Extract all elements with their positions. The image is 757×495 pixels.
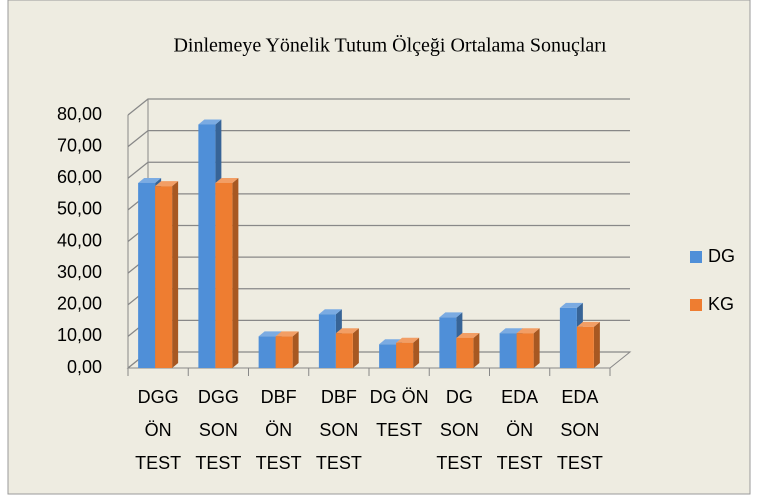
bar [155, 181, 179, 368]
bar-top [215, 177, 239, 183]
bar-front [439, 317, 457, 368]
bar [576, 321, 600, 368]
bar-front [379, 344, 397, 368]
bar-front [155, 186, 173, 368]
y-tick-label: 20,00 [57, 294, 102, 314]
legend-label: DG [708, 246, 735, 266]
legend-swatch [690, 251, 702, 263]
x-tick-label: EDA SON TEST [556, 387, 603, 473]
bar-front [275, 336, 293, 368]
bar-front [576, 326, 594, 368]
bar [275, 331, 299, 368]
bar-front [516, 333, 534, 368]
legend-label: KG [708, 294, 734, 314]
bar [516, 328, 540, 368]
chart-background [7, 0, 751, 495]
x-tick-label: DBF ÖN TEST [255, 387, 302, 473]
bar-side [593, 321, 600, 368]
bar-front [335, 333, 353, 368]
bar-top [516, 328, 540, 334]
y-tick-label: 50,00 [57, 199, 102, 219]
y-tick-label: 30,00 [57, 262, 102, 282]
bar-top [138, 177, 162, 183]
bar-top [439, 312, 463, 318]
bar-top [155, 181, 179, 187]
bar-side [413, 337, 420, 368]
bar-top [396, 337, 420, 343]
bar-front [215, 182, 233, 368]
bar [456, 332, 480, 368]
bar-front [396, 342, 414, 368]
bar-top [198, 119, 222, 125]
bar-top [335, 328, 359, 334]
x-tick-label: DGG SON TEST [195, 387, 242, 473]
bar [396, 337, 420, 368]
bar [215, 177, 239, 368]
x-tick-label: DGG ÖN TEST [135, 387, 182, 473]
y-tick-label: 60,00 [57, 167, 102, 187]
x-tick-label: EDA ÖN TEST [496, 387, 543, 473]
bar-side [232, 177, 239, 368]
bar-side [172, 181, 179, 368]
bar-front [559, 307, 577, 368]
bar-top [318, 309, 342, 315]
bar-top [499, 328, 523, 334]
x-tick-label: DG ÖN TEST [369, 387, 429, 440]
bar-top [258, 331, 282, 337]
chart-title: Dinlemeye Yönelik Tutum Ölçeği Ortalama … [173, 34, 607, 57]
bar-side [352, 328, 359, 368]
y-tick-label: 0,00 [67, 357, 102, 377]
x-tick-label: DG SON TEST [436, 387, 483, 473]
bar-front [198, 124, 216, 368]
bar-front [138, 182, 156, 368]
bar [335, 328, 359, 368]
bar-side [473, 332, 480, 368]
bar-side [292, 331, 299, 368]
bar-top [456, 332, 480, 338]
y-tick-label: 40,00 [57, 230, 102, 250]
y-tick-label: 10,00 [57, 325, 102, 345]
bar-front [318, 314, 336, 368]
x-tick-label: DBF SON TEST [315, 387, 362, 473]
legend-swatch [690, 299, 702, 311]
y-tick-label: 80,00 [57, 104, 102, 124]
bar-top [576, 321, 600, 327]
y-tick-label: 70,00 [57, 135, 102, 155]
bar-side [533, 328, 540, 368]
bar-top [275, 331, 299, 337]
bar-front [456, 337, 474, 368]
bar-front [258, 336, 276, 368]
bar-front [499, 333, 517, 368]
bar-top [559, 302, 583, 308]
